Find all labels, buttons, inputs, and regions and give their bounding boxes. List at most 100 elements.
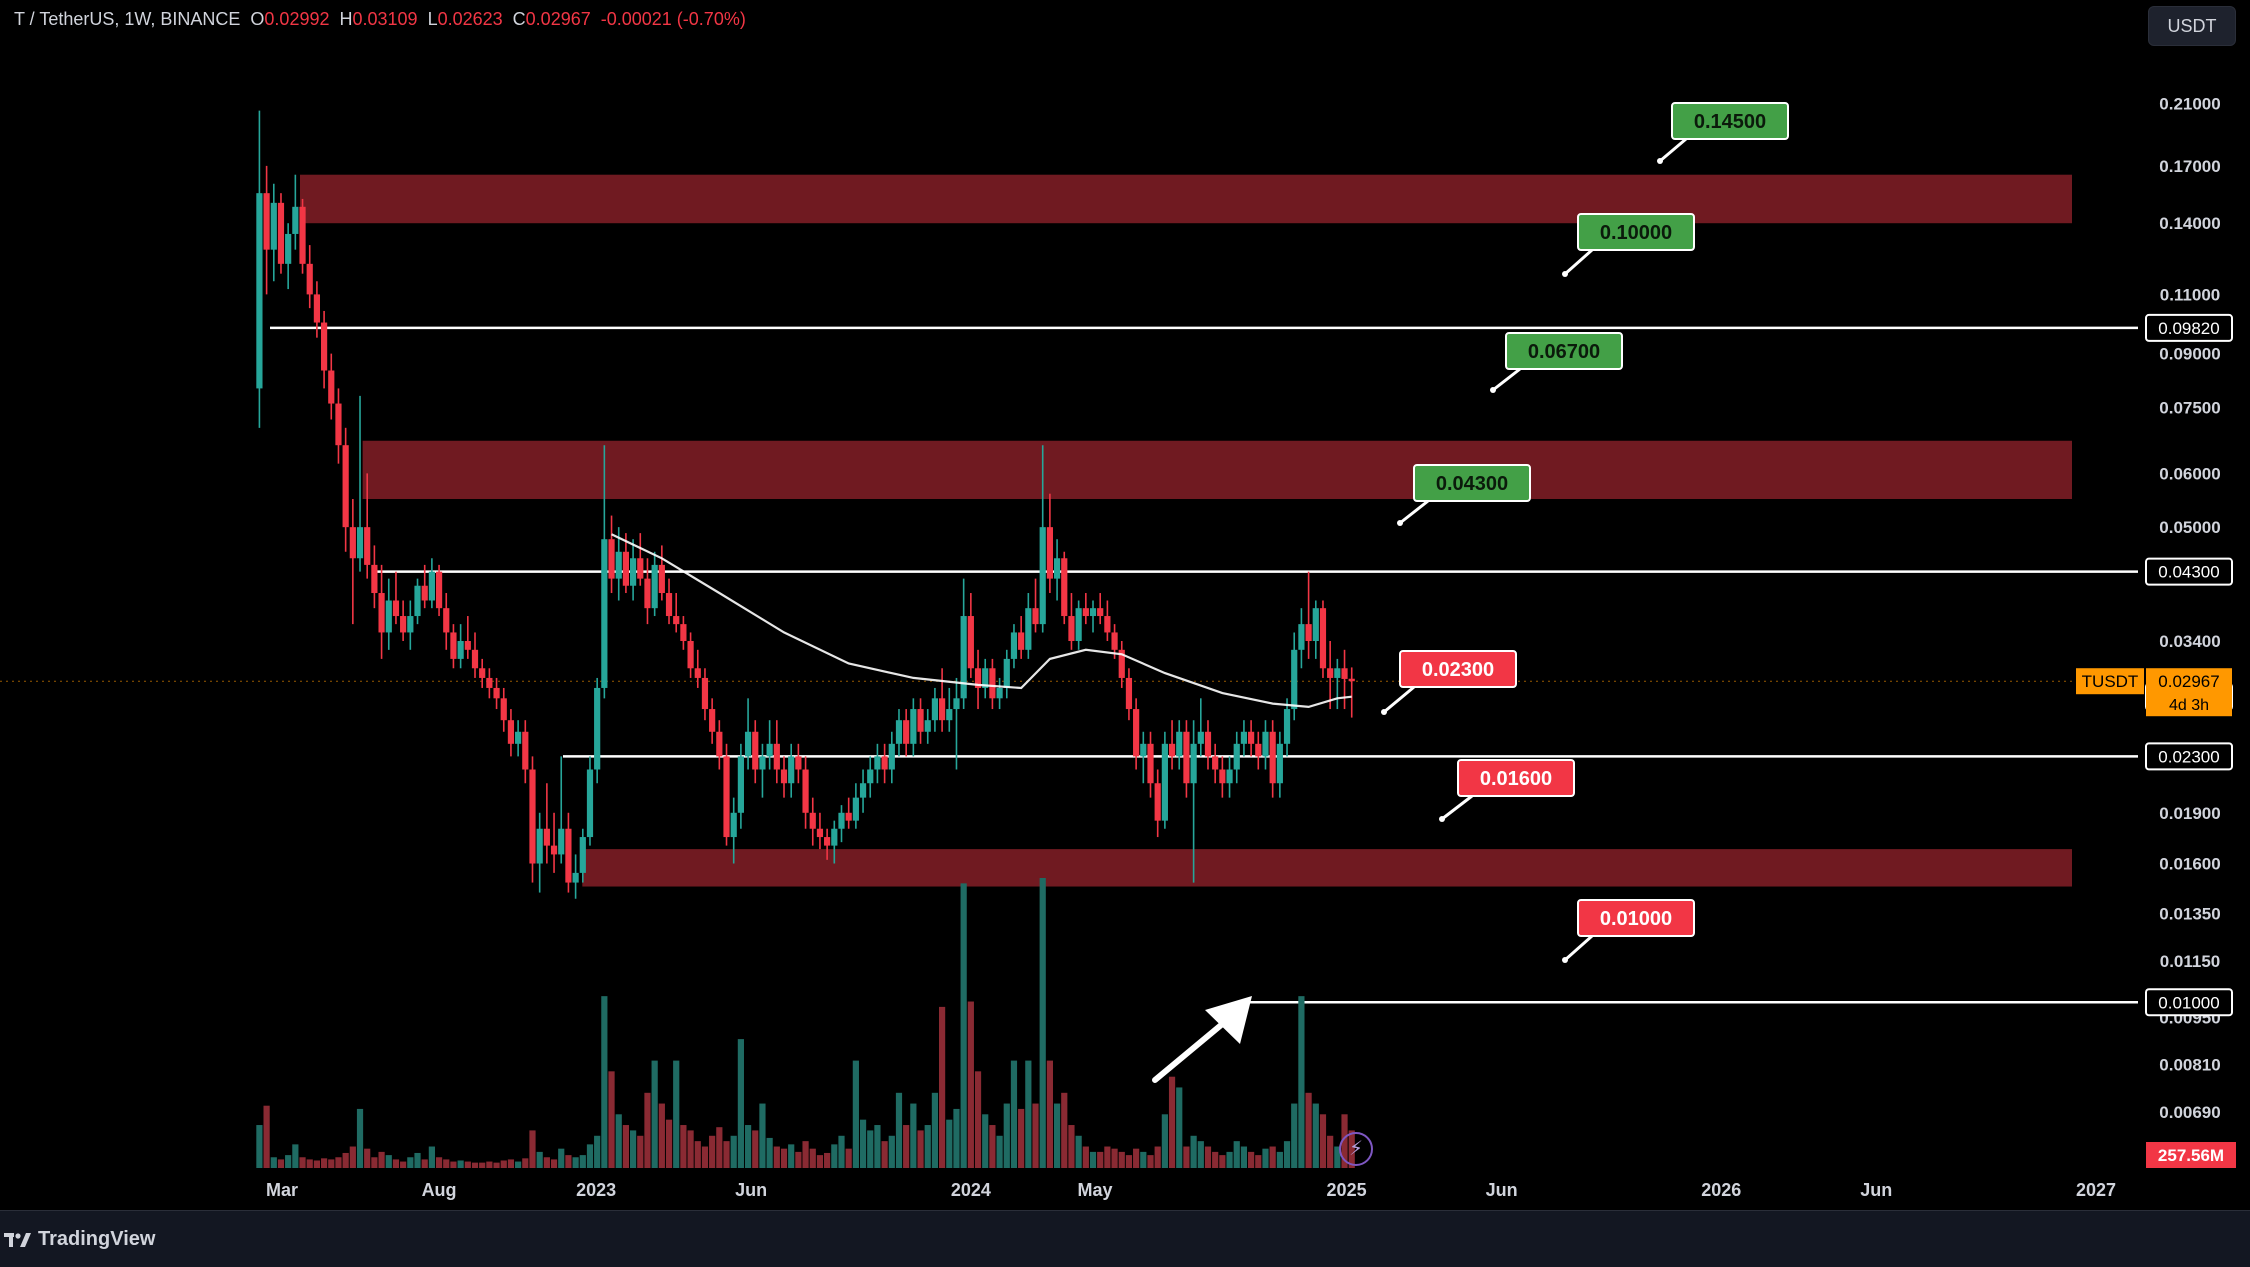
level-value-6: 0.01000 [1600, 908, 1672, 930]
candle-127 [1168, 720, 1176, 770]
volume-bar-64 [716, 1127, 723, 1168]
volume-bar-2 [270, 1157, 277, 1168]
candle-42 [558, 756, 565, 864]
price-chart[interactable]: 0.14500 0.10000 0.06700 0.04300 0.02300 0.016… [0, 0, 2250, 1210]
price-axis-tag-label-0: 0.09820 [2158, 319, 2219, 338]
candle-86 [874, 743, 881, 784]
candle-50 [615, 527, 622, 601]
candle-116 [1089, 600, 1097, 633]
volume-bar-140 [1262, 1148, 1269, 1168]
volume-bar-110 [1046, 1060, 1053, 1168]
candle-37 [522, 720, 529, 784]
candle-body-3 [277, 202, 285, 264]
candle-body-119 [1111, 632, 1118, 650]
lightning-icon[interactable]: ⚡ [1339, 1132, 1373, 1166]
volume-bar-79 [824, 1152, 831, 1168]
candle-body-61 [694, 668, 701, 678]
volume-bar-119 [1111, 1148, 1118, 1168]
candle-147 [1312, 600, 1319, 659]
candle-body-60 [687, 641, 694, 669]
volume-bar-12 [342, 1152, 349, 1168]
candle-body-27 [450, 632, 457, 659]
volume-bar-90 [903, 1125, 910, 1168]
price-axis-tag-box-0 [2145, 313, 2233, 342]
candle-43 [565, 812, 572, 893]
x-tick-9: Jun [1860, 1180, 1892, 1200]
candle-body-124 [1147, 743, 1154, 784]
candle-38 [529, 756, 536, 883]
volume-bar-130 [1190, 1135, 1197, 1168]
candle-58 [673, 593, 680, 633]
arrow-annotation [1152, 996, 1252, 1083]
candle-126 [1161, 731, 1168, 829]
volume-bar-103 [996, 1135, 1003, 1168]
zone-2 [582, 849, 2072, 887]
candle-body-68 [744, 731, 752, 757]
candle-body-54 [644, 578, 651, 609]
currency-button[interactable]: USDT [2148, 6, 2236, 46]
volume-bar-138 [1248, 1151, 1255, 1168]
price-axis-tag-0: 0.09820 [2145, 313, 2233, 342]
candle-5 [292, 174, 299, 250]
candle-85 [867, 756, 874, 798]
candle-body-21 [407, 616, 414, 633]
candle-body-96 [946, 709, 953, 721]
symbol-title[interactable]: T / TetherUS, 1W, BINANCE [14, 9, 241, 29]
candle-body-40 [543, 828, 550, 846]
candle-body-104 [1003, 658, 1010, 688]
candle-66 [730, 797, 737, 864]
candle-body-93 [924, 720, 931, 732]
volume-bar-29 [464, 1161, 471, 1168]
candle-body-150 [1334, 668, 1341, 678]
candle-131 [1197, 698, 1204, 757]
volume-bar-146 [1305, 1092, 1312, 1168]
candle-26 [443, 593, 450, 650]
volume-bar-38 [529, 1130, 536, 1168]
moving-average-line [611, 533, 1352, 709]
volume-bar-16 [371, 1157, 378, 1168]
volume-bar-34 [500, 1160, 507, 1168]
y-tick-5: 0.07500 [2159, 398, 2220, 417]
candle-body-114 [1075, 608, 1082, 641]
volume-bar-118 [1104, 1146, 1111, 1168]
candle-148 [1319, 600, 1327, 678]
candle-100 [974, 649, 982, 710]
candle-33 [493, 677, 500, 710]
candle-body-132 [1204, 731, 1212, 757]
candle-61 [694, 649, 701, 688]
volume-bar-51 [622, 1125, 630, 1168]
candle-body-144 [1291, 649, 1298, 710]
candle-body-11 [335, 403, 342, 446]
candle-body-84 [859, 783, 867, 798]
level-pointer-dot-3 [1397, 520, 1403, 526]
volume-bar-92 [917, 1130, 924, 1168]
volume-bar-9 [320, 1158, 328, 1168]
candle-142 [1276, 731, 1283, 798]
volume-bar-6 [299, 1157, 306, 1168]
level-pointer-3 [1399, 499, 1429, 525]
candle-body-99 [967, 616, 974, 669]
volume-bar-148 [1319, 1114, 1327, 1168]
candle-body-1 [263, 193, 270, 250]
volume-bar-65 [723, 1141, 730, 1168]
y-tick-6: 0.06000 [2159, 464, 2220, 483]
volume-bar-144 [1291, 1103, 1298, 1168]
level-box-0 [1671, 102, 1789, 140]
level-label-5: 0.01600 [1439, 759, 1575, 822]
candle-140 [1262, 720, 1269, 770]
candle-118 [1104, 600, 1111, 641]
volume-bar-83 [852, 1060, 859, 1168]
level-value-3: 0.04300 [1436, 473, 1508, 495]
candle-41 [550, 812, 558, 873]
volume-tag-label: 257.56M [2158, 1146, 2224, 1165]
volume-bar-99 [967, 1001, 974, 1168]
candle-body-65 [723, 756, 730, 838]
level-box-3 [1413, 464, 1531, 502]
tradingview-brand[interactable]: TradingView [4, 1228, 155, 1251]
candle-29 [464, 616, 471, 659]
volume-bar-131 [1197, 1141, 1204, 1168]
volume-bar-35 [507, 1159, 515, 1168]
candle-body-113 [1068, 616, 1075, 641]
candle-body-149 [1327, 668, 1334, 678]
candle-body-148 [1319, 608, 1327, 669]
